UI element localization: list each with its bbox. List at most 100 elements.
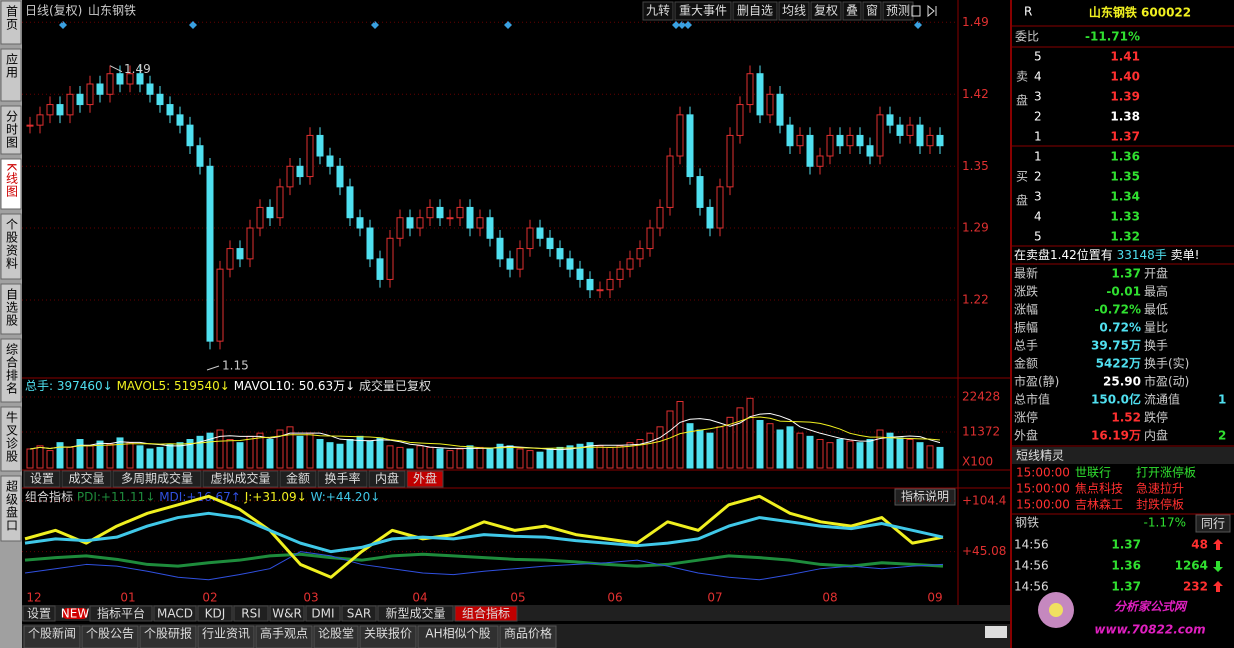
left-tab-label[interactable]: 分时图 bbox=[5, 110, 19, 149]
toolbar-button[interactable] bbox=[810, 1, 842, 21]
volume-tab-label[interactable]: 成交量 bbox=[68, 471, 104, 486]
volume-tab-label[interactable]: 金额 bbox=[286, 471, 310, 486]
info-tab[interactable] bbox=[197, 625, 255, 648]
left-tab[interactable] bbox=[0, 338, 22, 403]
toolbar-button[interactable] bbox=[862, 1, 882, 21]
left-tab-label[interactable]: 综合排名 bbox=[5, 343, 19, 395]
bottom-tab[interactable] bbox=[197, 605, 233, 622]
info-tab[interactable] bbox=[23, 625, 81, 648]
toolbar-button-label[interactable]: 复权 bbox=[814, 4, 838, 18]
bottom-tab[interactable] bbox=[341, 605, 377, 622]
left-tab-label[interactable]: 应用 bbox=[5, 52, 19, 79]
toolbar-button[interactable] bbox=[642, 1, 674, 21]
bottom-tab-label[interactable]: SAR bbox=[347, 607, 371, 621]
volume-tab-label[interactable]: 设置 bbox=[30, 472, 54, 486]
bottom-tab[interactable] bbox=[377, 605, 454, 622]
volume-tab-label[interactable]: 外盘 bbox=[413, 471, 437, 486]
toolbar-button[interactable] bbox=[882, 1, 914, 21]
text-part: 总手: bbox=[25, 379, 57, 393]
info-tab[interactable] bbox=[139, 625, 197, 648]
left-tab-label[interactable]: 牛叉诊股 bbox=[5, 410, 19, 463]
volume-tab[interactable] bbox=[61, 470, 112, 488]
bottom-tab-label[interactable]: 设置 bbox=[27, 607, 51, 621]
bottom-tab[interactable] bbox=[454, 605, 518, 622]
left-tab-label[interactable]: K线图 bbox=[5, 163, 19, 198]
sector-button[interactable] bbox=[1195, 514, 1231, 533]
info-tab-label[interactable]: 商品价格 bbox=[504, 626, 552, 641]
toolbar-button-label[interactable]: 九转 bbox=[646, 3, 670, 18]
bottom-tab-label[interactable]: MACD bbox=[157, 607, 193, 621]
left-tab-label[interactable]: 首页 bbox=[5, 5, 19, 31]
left-tab-label[interactable]: 个股资料 bbox=[5, 218, 19, 270]
info-tab[interactable] bbox=[81, 625, 139, 648]
info-tab[interactable] bbox=[359, 625, 417, 648]
volume-tab-label[interactable]: 多周期成交量 bbox=[121, 471, 193, 486]
info-tab-label[interactable]: AH相似个股 bbox=[425, 627, 490, 641]
left-tab[interactable] bbox=[0, 213, 22, 280]
left-tab-label[interactable]: 自选股 bbox=[5, 288, 19, 327]
volume-tab-label[interactable]: 换手率 bbox=[324, 471, 360, 486]
toolbar-button-label[interactable]: 窗 bbox=[866, 4, 878, 18]
info-tab-label[interactable]: 高手观点 bbox=[260, 626, 308, 641]
info-tab-label[interactable]: 关联报价 bbox=[364, 626, 412, 641]
bottom-tab[interactable] bbox=[22, 605, 56, 622]
volume-tab-label[interactable]: 内盘 bbox=[375, 471, 399, 486]
left-tab-label[interactable]: 超级盘口 bbox=[5, 479, 19, 532]
left-tab[interactable] bbox=[0, 406, 22, 472]
bottom-tab-label[interactable]: KDJ bbox=[205, 607, 226, 621]
bottom-tab-label[interactable]: 新型成交量 bbox=[385, 606, 445, 621]
left-tab[interactable] bbox=[0, 475, 22, 542]
volume-tab[interactable] bbox=[368, 470, 406, 488]
indicator-button-label[interactable]: 指标说明 bbox=[901, 489, 949, 504]
bottom-tab[interactable] bbox=[233, 605, 269, 622]
bottom-tab[interactable] bbox=[153, 605, 197, 622]
sector-button-label[interactable]: 同行 bbox=[1201, 517, 1225, 531]
left-tab[interactable] bbox=[0, 283, 22, 335]
bottom-tab-label[interactable]: W&R bbox=[272, 607, 302, 621]
toolbar-button[interactable] bbox=[732, 1, 778, 21]
toolbar-button[interactable] bbox=[842, 1, 862, 21]
volume-tab[interactable] bbox=[279, 470, 317, 488]
text-part: 33148手 bbox=[1117, 248, 1167, 262]
left-tab[interactable] bbox=[0, 158, 22, 210]
volume-bar bbox=[216, 429, 224, 469]
info-tab[interactable] bbox=[255, 625, 313, 648]
left-tab[interactable] bbox=[0, 0, 22, 45]
toolbar-button-label[interactable]: 均线 bbox=[782, 4, 806, 18]
info-tab-label[interactable]: 论股堂 bbox=[318, 627, 354, 641]
bottom-tab[interactable] bbox=[305, 605, 341, 622]
info-tab[interactable] bbox=[417, 625, 499, 648]
volume-tab[interactable] bbox=[202, 470, 279, 488]
info-tab-label[interactable]: 行业资讯 bbox=[202, 627, 250, 641]
volume-tab[interactable] bbox=[406, 470, 444, 488]
left-tab[interactable] bbox=[0, 105, 22, 155]
toolbar-button[interactable] bbox=[674, 1, 732, 21]
info-tab-label[interactable]: 个股研报 bbox=[144, 626, 192, 641]
toolbar-button-label[interactable]: 删自选 bbox=[737, 4, 773, 18]
price-tick-label: 1.22 bbox=[962, 293, 989, 307]
volume-tab[interactable] bbox=[112, 470, 202, 488]
toolbar-button-label[interactable]: 预测 bbox=[886, 4, 910, 18]
volume-tab-label[interactable]: 虚拟成交量 bbox=[210, 471, 270, 486]
bottom-tab[interactable] bbox=[269, 605, 305, 622]
left-tab[interactable] bbox=[0, 48, 22, 102]
volume-bar bbox=[876, 429, 884, 469]
info-tab-label[interactable]: 个股新闻 bbox=[28, 626, 76, 641]
bottom-tab-label[interactable]: 指标平台 bbox=[97, 606, 145, 621]
text-part: 50.63万↓ bbox=[299, 379, 355, 393]
bottom-tab-label[interactable]: 组合指标 bbox=[462, 606, 510, 621]
volume-tab[interactable] bbox=[317, 470, 368, 488]
sprite-event: 打开涨停板 bbox=[1136, 465, 1196, 480]
toolbar-button-label[interactable]: 重大事件 bbox=[679, 4, 727, 18]
bottom-tab[interactable] bbox=[89, 605, 153, 622]
toolbar-button[interactable] bbox=[778, 1, 810, 21]
info-tab-label[interactable]: 个股公告 bbox=[86, 627, 134, 641]
bottom-tab-label[interactable]: DMI bbox=[311, 607, 334, 621]
info-tab[interactable] bbox=[499, 625, 557, 648]
volume-tab[interactable] bbox=[23, 470, 61, 488]
bottom-tab-label[interactable]: RSI bbox=[241, 607, 261, 621]
tick-volume: 232 bbox=[1183, 580, 1208, 594]
buy-price: 1.36 bbox=[1110, 150, 1140, 164]
info-tab[interactable] bbox=[313, 625, 359, 648]
toolbar-button-label[interactable]: 叠 bbox=[846, 4, 858, 18]
